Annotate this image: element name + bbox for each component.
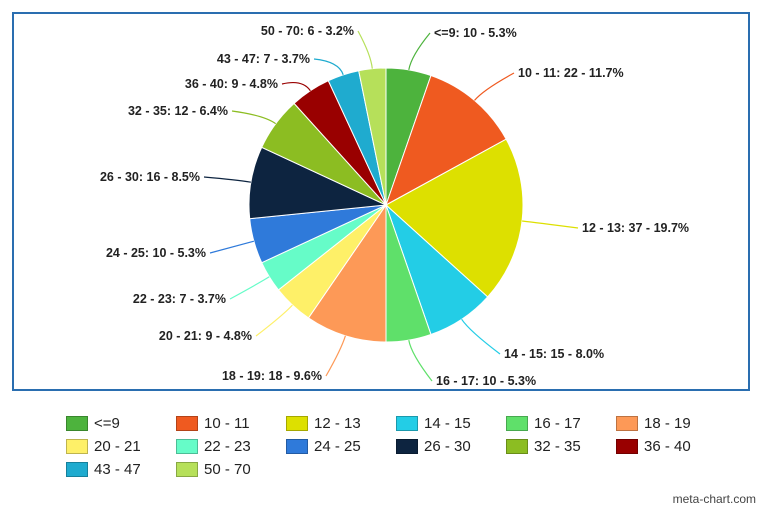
legend-label: 43 - 47: [94, 460, 141, 478]
pie-slice-1: [385, 74, 507, 207]
legend-label: 18 - 19: [644, 414, 691, 432]
slice-label-11: 36 - 40: 9 - 4.8%: [185, 77, 278, 91]
legend-item-5[interactable]: 18 - 19: [616, 414, 726, 432]
slice-label-6: 20 - 21: 9 - 4.8%: [159, 329, 252, 343]
chart-frame: <=9: 10 - 5.3% 10 - 11: 22 - 11.7% 12 - 13…: [12, 12, 750, 391]
legend-swatch: [616, 415, 638, 431]
slice-label-10: 32 - 35: 12 - 6.4%: [128, 104, 228, 118]
label-connector-2: [522, 220, 579, 229]
legend-swatch: [506, 415, 528, 431]
legend-item-7[interactable]: 22 - 23: [176, 437, 286, 455]
legend-label: 50 - 70: [204, 460, 251, 478]
slice-label-12: 43 - 47: 7 - 3.7%: [217, 52, 310, 66]
slice-label-1: 10 - 11: 22 - 11.7%: [518, 66, 624, 80]
legend-label: 24 - 25: [314, 437, 361, 455]
legend-label: 14 - 15: [424, 414, 471, 432]
legend-item-10[interactable]: 32 - 35: [506, 437, 616, 455]
legend-swatch: [66, 415, 88, 431]
slice-label-3: 14 - 15: 15 - 8.0%: [504, 347, 604, 361]
label-connector-6: [255, 304, 293, 337]
legend-label: <=9: [94, 414, 120, 432]
label-connector-4: [408, 339, 433, 382]
legend-label: 12 - 13: [314, 414, 361, 432]
label-connector-0: [408, 32, 431, 71]
label-connector-12: [313, 58, 344, 76]
legend-swatch: [396, 438, 418, 454]
label-connector-9: [203, 176, 251, 183]
slice-label-7: 22 - 23: 7 - 3.7%: [133, 292, 226, 306]
legend-item-2[interactable]: 12 - 13: [286, 414, 396, 432]
watermark: meta-chart.com: [672, 492, 756, 506]
label-connector-5: [325, 335, 346, 377]
label-connector-3: [461, 318, 501, 355]
legend-label: 10 - 11: [204, 414, 250, 432]
label-connector-7: [229, 276, 270, 300]
legend-item-12[interactable]: 43 - 47: [66, 460, 176, 478]
legend-item-0[interactable]: <=9: [66, 414, 176, 432]
label-connector-8: [209, 240, 255, 254]
legend-item-6[interactable]: 20 - 21: [66, 437, 176, 455]
pie-slice-5: [307, 203, 387, 343]
legend-item-1[interactable]: 10 - 11: [176, 414, 286, 432]
legend-item-3[interactable]: 14 - 15: [396, 414, 506, 432]
slice-label-2: 12 - 13: 37 - 19.7%: [582, 221, 689, 235]
label-connector-1: [474, 72, 515, 101]
legend-label: 22 - 23: [204, 437, 251, 455]
legend: <=9 10 - 11 12 - 13 14 - 15 16 - 17 18 - 19 20…: [66, 414, 756, 478]
legend-swatch: [396, 415, 418, 431]
slice-label-4: 16 - 17: 10 - 5.3%: [436, 374, 536, 388]
legend-item-13[interactable]: 50 - 70: [176, 460, 286, 478]
label-connector-13: [357, 30, 373, 69]
legend-item-9[interactable]: 26 - 30: [396, 437, 506, 455]
pie-slices: [248, 67, 524, 343]
slice-label-9: 26 - 30: 16 - 8.5%: [100, 170, 200, 184]
legend-label: 20 - 21: [94, 437, 141, 455]
legend-swatch: [66, 461, 88, 477]
legend-swatch: [616, 438, 638, 454]
legend-swatch: [176, 461, 198, 477]
legend-swatch: [506, 438, 528, 454]
legend-label: 26 - 30: [424, 437, 471, 455]
legend-swatch: [176, 438, 198, 454]
slice-label-8: 24 - 25: 10 - 5.3%: [106, 246, 206, 260]
legend-swatch: [176, 415, 198, 431]
legend-item-8[interactable]: 24 - 25: [286, 437, 396, 455]
legend-label: 16 - 17: [534, 414, 581, 432]
legend-swatch: [66, 438, 88, 454]
slice-label-0: <=9: 10 - 5.3%: [434, 26, 517, 40]
legend-label: 36 - 40: [644, 437, 691, 455]
slice-label-5: 18 - 19: 18 - 9.6%: [222, 369, 322, 383]
legend-item-4[interactable]: 16 - 17: [506, 414, 616, 432]
legend-swatch: [286, 438, 308, 454]
label-connector-11: [281, 81, 311, 92]
pie-labels: <=9: 10 - 5.3% 10 - 11: 22 - 11.7% 12 - 13…: [100, 24, 689, 388]
legend-label: 32 - 35: [534, 437, 581, 455]
pie-slice-2: [385, 138, 524, 298]
legend-item-11[interactable]: 36 - 40: [616, 437, 726, 455]
slice-label-13: 50 - 70: 6 - 3.2%: [261, 24, 354, 38]
label-connector-10: [231, 110, 277, 125]
legend-swatch: [286, 415, 308, 431]
pie-chart: <=9: 10 - 5.3% 10 - 11: 22 - 11.7% 12 - 13…: [100, 24, 689, 388]
